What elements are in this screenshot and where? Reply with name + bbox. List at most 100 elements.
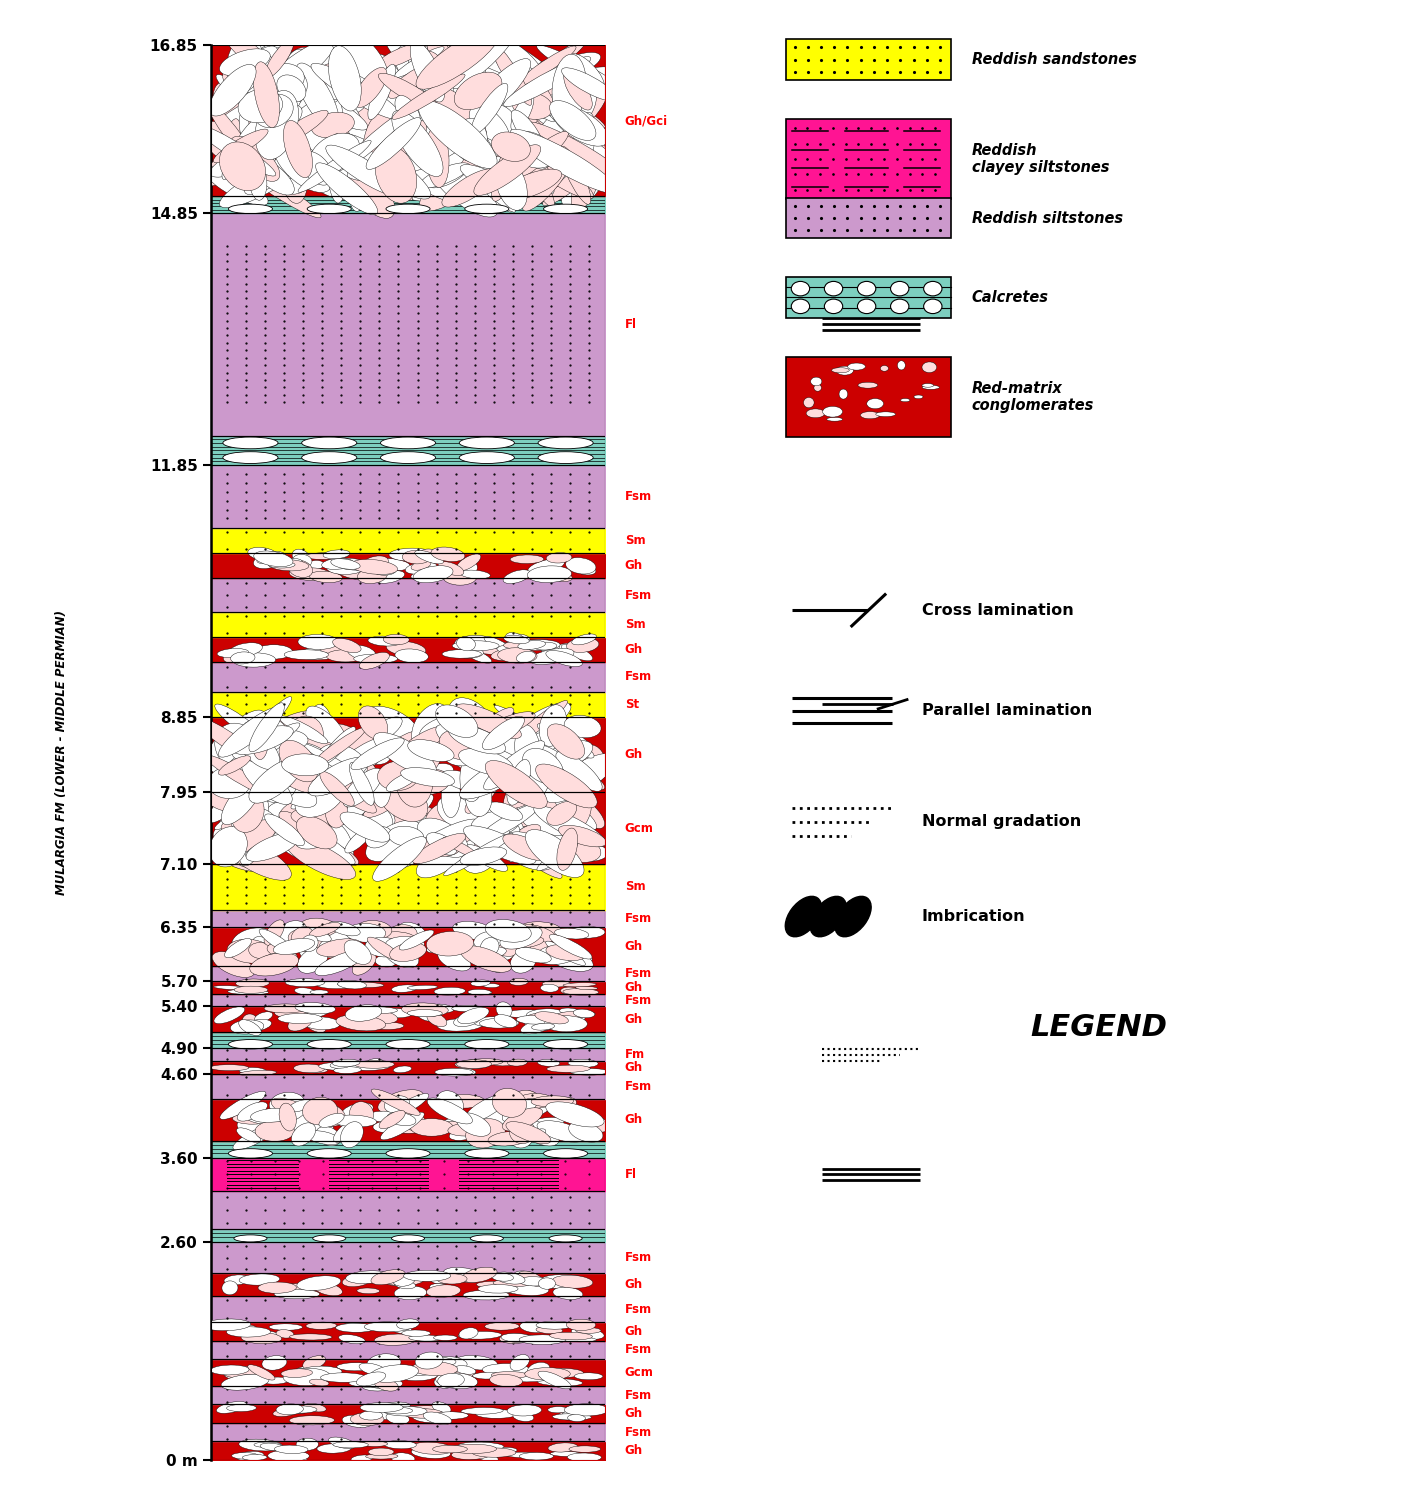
Ellipse shape [425,813,473,847]
Ellipse shape [371,795,412,822]
Ellipse shape [557,1410,585,1419]
Ellipse shape [478,1285,518,1293]
Text: Gh: Gh [625,643,643,656]
Ellipse shape [438,1019,484,1031]
Ellipse shape [471,83,508,134]
Ellipse shape [511,734,575,784]
Ellipse shape [364,938,402,957]
Ellipse shape [274,1290,319,1299]
Ellipse shape [342,1275,371,1287]
Ellipse shape [249,759,303,804]
Text: Fsm: Fsm [625,491,651,503]
Ellipse shape [222,119,259,179]
Ellipse shape [367,1354,401,1373]
Ellipse shape [526,122,630,185]
Ellipse shape [438,948,471,971]
Ellipse shape [234,1124,279,1150]
Text: Red-matrix
conglomerates: Red-matrix conglomerates [972,381,1095,414]
Ellipse shape [442,1094,485,1108]
Ellipse shape [494,1014,516,1028]
Ellipse shape [287,83,367,129]
Ellipse shape [267,1451,310,1461]
Ellipse shape [449,92,559,152]
Ellipse shape [553,1287,582,1299]
Ellipse shape [338,561,383,570]
Ellipse shape [214,807,266,841]
Ellipse shape [414,134,470,187]
Ellipse shape [537,1060,560,1067]
Ellipse shape [386,1412,409,1424]
Ellipse shape [369,54,400,84]
Ellipse shape [445,102,509,155]
Ellipse shape [259,63,304,96]
Ellipse shape [260,710,322,745]
Ellipse shape [552,1275,592,1288]
Ellipse shape [428,104,461,163]
Ellipse shape [518,47,575,86]
Ellipse shape [469,990,492,995]
Ellipse shape [236,1127,260,1142]
Ellipse shape [469,59,530,120]
Text: Fsm: Fsm [625,1425,651,1439]
Circle shape [549,1236,582,1242]
Ellipse shape [408,739,454,762]
Ellipse shape [453,727,492,745]
Ellipse shape [308,792,350,819]
Ellipse shape [435,1069,473,1076]
Ellipse shape [304,1404,326,1412]
Ellipse shape [311,844,353,874]
Ellipse shape [516,1016,550,1023]
Ellipse shape [400,1108,428,1132]
Ellipse shape [563,983,597,987]
Ellipse shape [491,1061,516,1066]
Ellipse shape [519,59,559,111]
Ellipse shape [471,811,519,837]
Ellipse shape [414,566,453,582]
Ellipse shape [234,820,277,852]
Ellipse shape [426,932,474,956]
Ellipse shape [477,804,540,841]
Ellipse shape [310,740,355,765]
Ellipse shape [380,29,456,84]
Ellipse shape [416,814,484,850]
Ellipse shape [348,731,381,768]
Ellipse shape [460,945,511,972]
Ellipse shape [229,643,262,656]
Ellipse shape [253,551,293,567]
Ellipse shape [459,1327,478,1339]
Ellipse shape [411,1448,450,1458]
Ellipse shape [274,1010,308,1019]
Ellipse shape [274,768,297,796]
Ellipse shape [545,117,597,155]
Ellipse shape [217,1401,248,1413]
Ellipse shape [295,63,339,129]
Ellipse shape [355,152,405,181]
Ellipse shape [549,831,597,859]
Ellipse shape [443,837,478,858]
Ellipse shape [412,1362,457,1376]
Ellipse shape [412,1412,453,1422]
Ellipse shape [265,745,298,765]
Ellipse shape [550,1279,568,1290]
Ellipse shape [436,1117,476,1133]
Ellipse shape [210,817,259,858]
Ellipse shape [570,54,604,89]
Ellipse shape [265,1004,308,1013]
Ellipse shape [474,1452,498,1461]
Ellipse shape [215,704,267,743]
Ellipse shape [418,110,484,158]
Ellipse shape [424,1412,452,1425]
Ellipse shape [839,390,847,399]
Ellipse shape [525,1368,570,1380]
Ellipse shape [345,792,373,822]
Ellipse shape [522,719,573,760]
Ellipse shape [564,1404,608,1416]
Ellipse shape [512,92,553,119]
Ellipse shape [359,1007,398,1013]
Ellipse shape [405,78,435,131]
Ellipse shape [398,923,426,941]
Ellipse shape [287,1004,329,1019]
Ellipse shape [352,778,383,822]
Ellipse shape [504,57,591,107]
Ellipse shape [217,808,238,841]
